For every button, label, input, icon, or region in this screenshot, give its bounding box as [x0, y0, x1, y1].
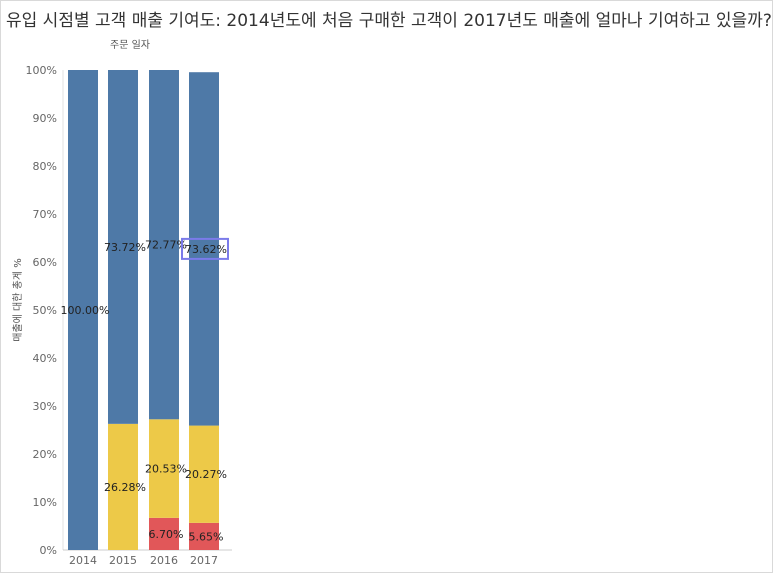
x-tick-label: 2014	[69, 554, 97, 567]
chart-title: 유입 시점별 고객 매출 기여도: 2014년도에 처음 구매한 고객이 201…	[6, 11, 772, 31]
bar-segment[interactable]	[108, 423, 138, 550]
data-label: 73.62%	[185, 243, 227, 256]
bar-segment[interactable]	[149, 70, 179, 420]
bar-segment[interactable]	[108, 70, 138, 424]
data-label: 72.77%	[145, 239, 187, 252]
y-ticks: 0% 10% 20% 30% 40% 50% 60% 70% 80% 90% 100%	[26, 64, 57, 557]
bar-segment[interactable]	[68, 70, 98, 550]
data-label: 5.65%	[189, 530, 224, 543]
y-tick-label: 70%	[33, 208, 57, 221]
data-label: 6.70%	[149, 528, 184, 541]
bar-segment[interactable]	[189, 72, 219, 426]
highlight-box	[181, 237, 229, 260]
y-tick-label: 40%	[33, 352, 57, 365]
bar-segment[interactable]	[149, 517, 179, 550]
y-tick-label: 10%	[33, 496, 57, 509]
data-label: 26.28%	[104, 481, 146, 494]
data-label: 100.00%	[61, 304, 110, 317]
y-tick-label: 60%	[33, 256, 57, 269]
bar-segment[interactable]	[189, 425, 219, 523]
y-tick-label: 100%	[26, 64, 57, 77]
bar-segment[interactable]	[149, 419, 179, 518]
y-axis-label: 매출에 대한 총계 %	[12, 258, 24, 341]
x-tick-label: 2016	[150, 554, 178, 567]
bar-segment[interactable]	[189, 522, 219, 550]
y-tick-label: 80%	[33, 160, 57, 173]
y-tick-label: 50%	[33, 304, 57, 317]
y-tick-label: 90%	[33, 112, 57, 125]
data-label: 20.53%	[145, 463, 187, 476]
bars: 100.00% 26.28% 73.72% 6.70% 20.53% 72.77% 5.65…	[61, 70, 229, 550]
data-label: 73.72%	[104, 241, 146, 254]
y-tick-label: 30%	[33, 400, 57, 413]
x-tick-label: 2017	[190, 554, 218, 567]
x-tick-label: 2015	[109, 554, 137, 567]
y-tick-label: 20%	[33, 448, 57, 461]
column-header: 주문 일자	[110, 40, 150, 51]
y-tick-label: 0%	[40, 544, 57, 557]
data-label: 20.27%	[185, 468, 227, 481]
x-ticks: 2014 2015 2016 2017	[69, 554, 218, 567]
